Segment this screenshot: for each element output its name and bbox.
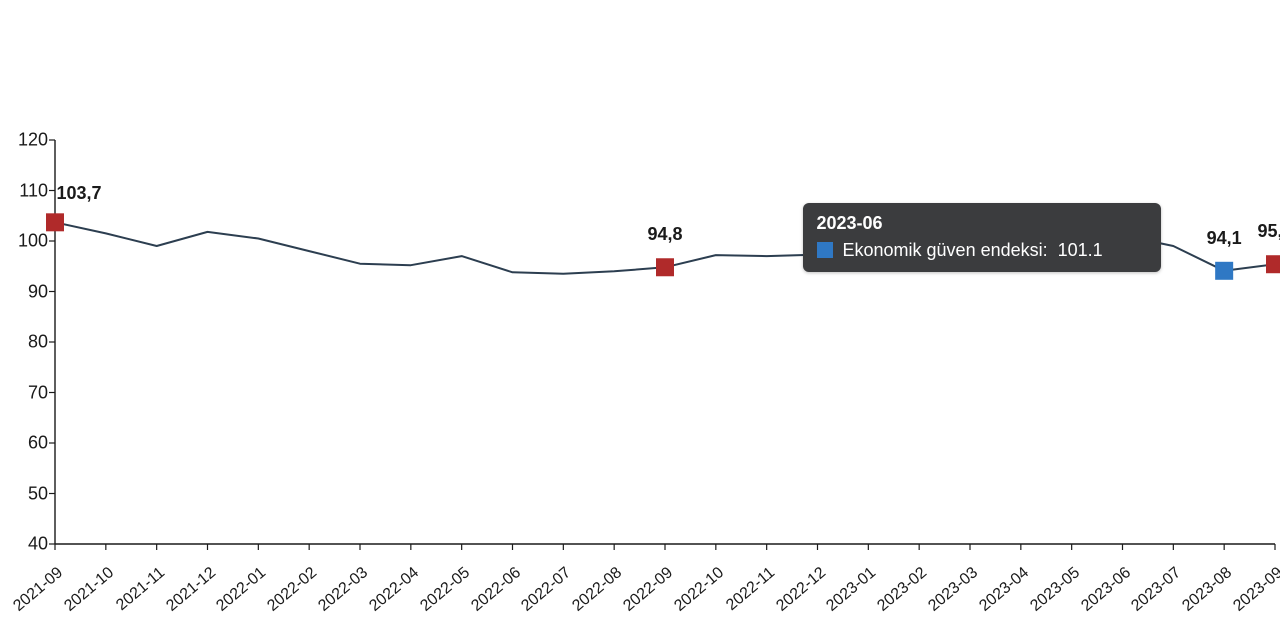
y-axis-tick-label: 80 (8, 332, 48, 353)
chart-container: 2023-06 Ekonomik güven endeksi: 101.1 40… (0, 0, 1280, 631)
y-axis-tick-label: 60 (8, 433, 48, 454)
line-chart-svg (0, 0, 1280, 631)
y-axis-tick-label: 40 (8, 534, 48, 555)
data-point-label: 94,1 (1207, 228, 1242, 249)
y-axis-tick-label: 90 (8, 281, 48, 302)
y-axis-tick-label: 120 (8, 130, 48, 151)
data-point-label: 103,7 (56, 183, 101, 204)
y-axis-tick-label: 50 (8, 483, 48, 504)
y-axis-tick-label: 110 (8, 180, 48, 201)
data-point-label: 94,8 (647, 224, 682, 245)
data-point-label: 95,4 (1257, 221, 1280, 242)
y-axis-tick-label: 70 (8, 382, 48, 403)
y-axis-tick-label: 100 (8, 231, 48, 252)
